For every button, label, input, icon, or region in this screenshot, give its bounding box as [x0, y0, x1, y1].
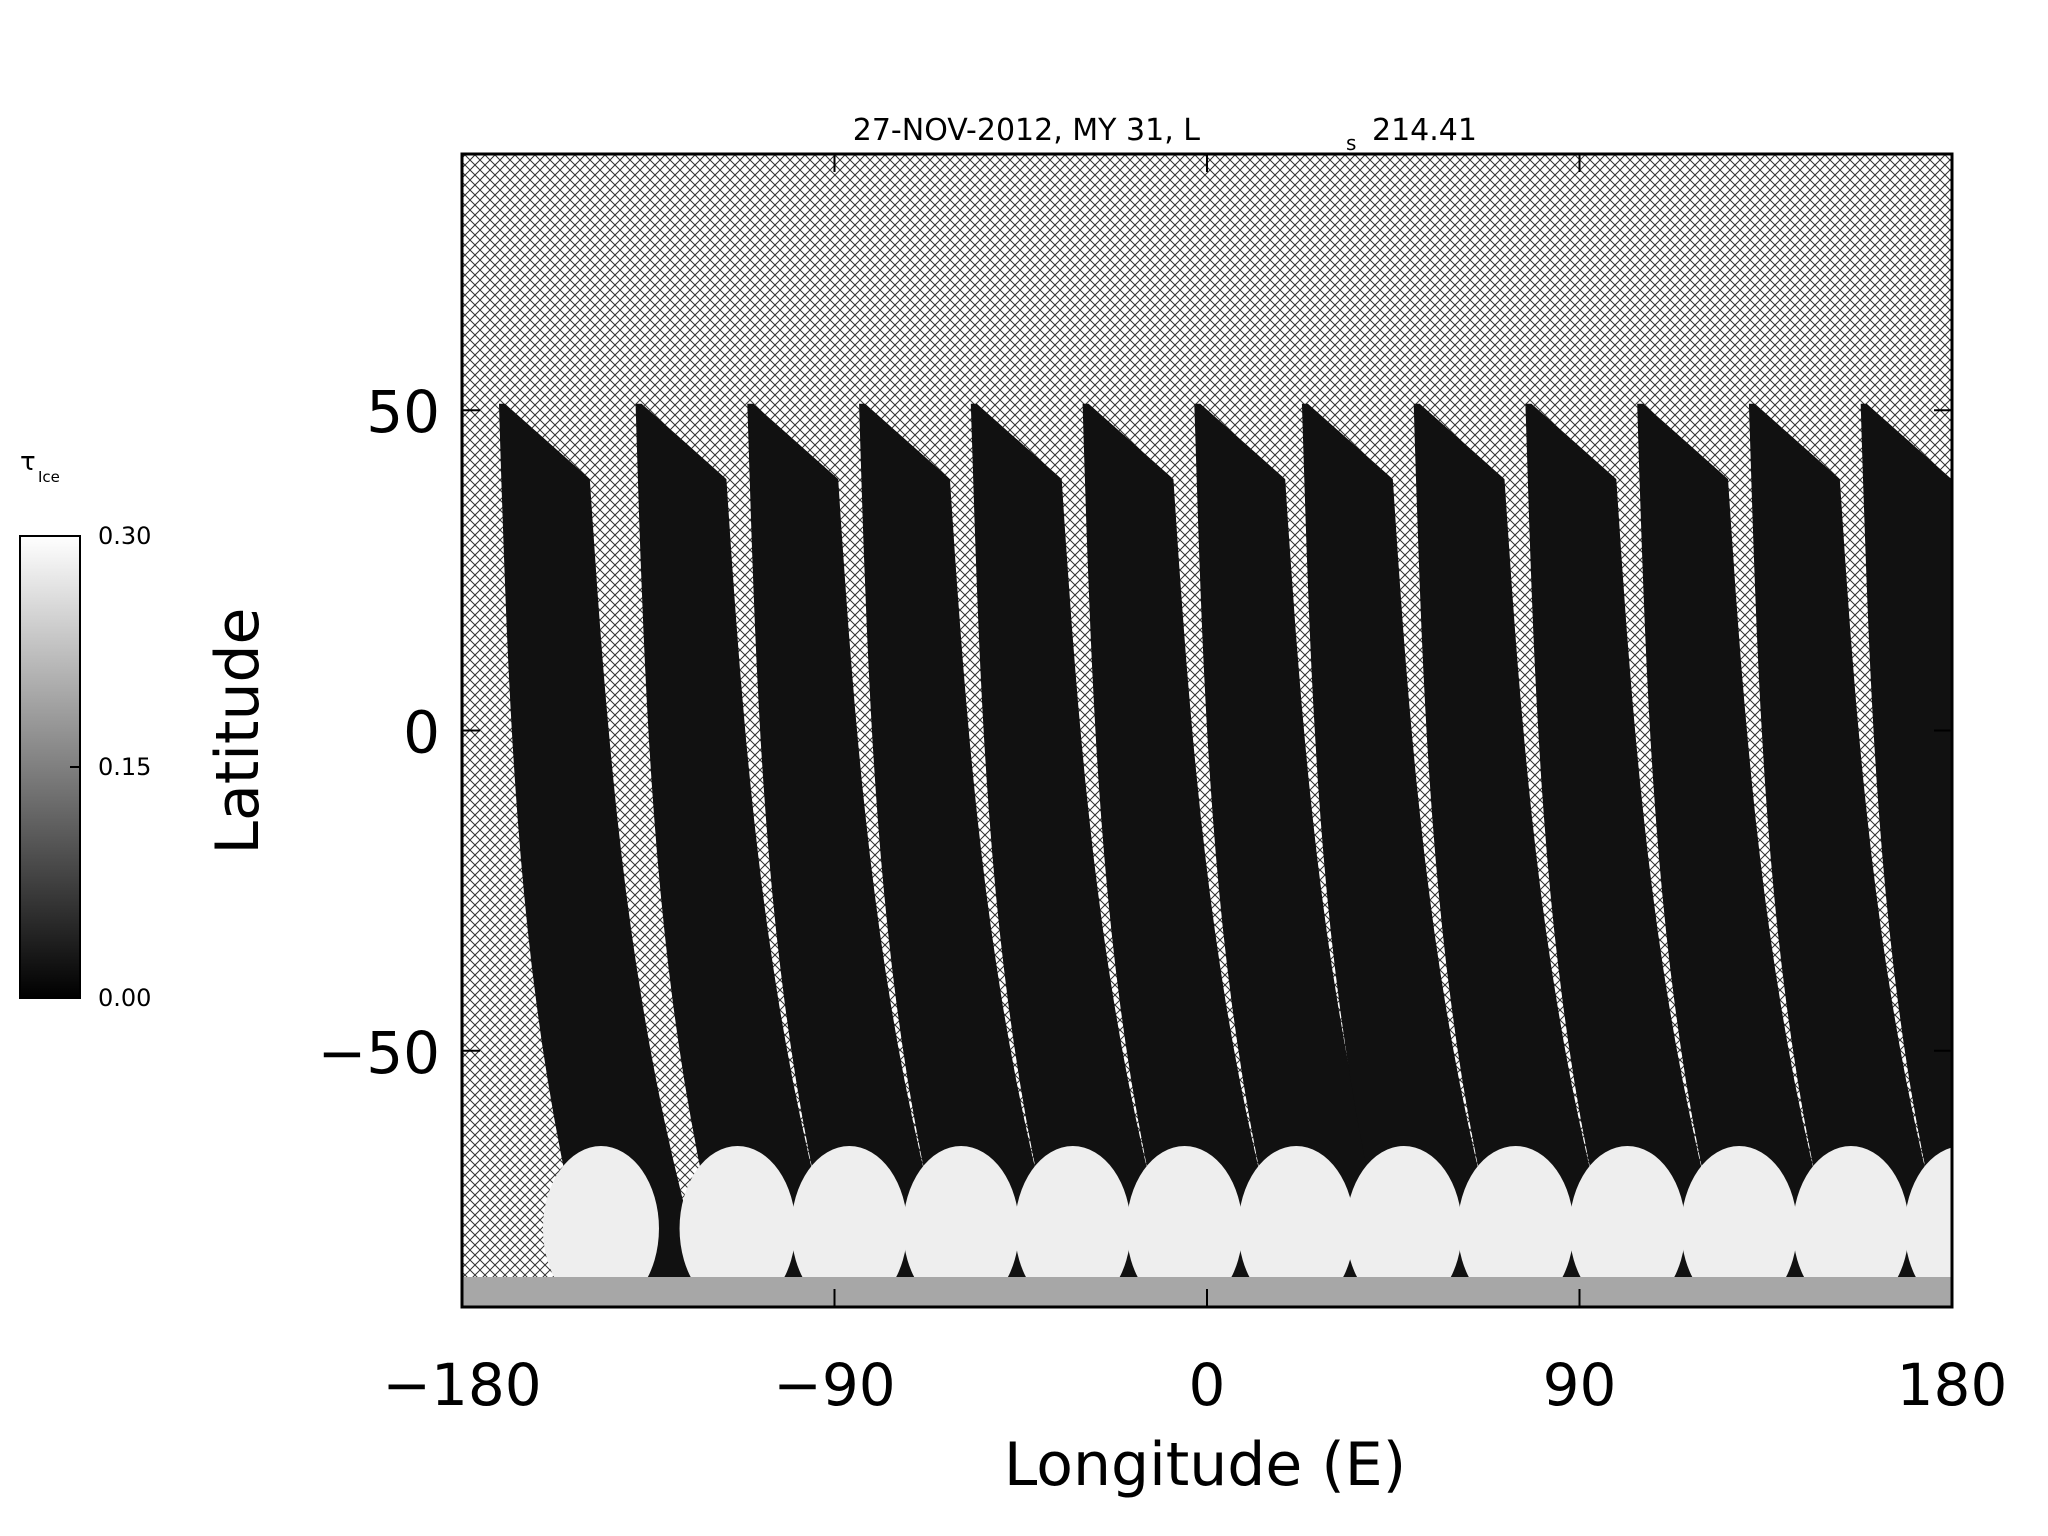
polar-hood-patch-12	[1792, 1146, 1909, 1307]
swath-8	[1301, 403, 1516, 1307]
polar-hood-patch-13	[1904, 1147, 1952, 1307]
y-tick-label: 50	[366, 378, 440, 446]
swath-1	[499, 403, 713, 1307]
swath-4	[859, 403, 1074, 1307]
polar-hood-patch-10	[1569, 1146, 1686, 1307]
colorbar-tick-label: 0.00	[98, 984, 151, 1012]
polar-hood-patch-6	[1126, 1146, 1243, 1307]
y-axis-label: Latitude	[203, 608, 273, 855]
swath-7	[1194, 403, 1409, 1307]
swath-2	[635, 403, 850, 1307]
y-tick-label: 0	[403, 699, 440, 767]
x-tick-label: 180	[1897, 1351, 2008, 1419]
polar-hood-patch-3	[791, 1146, 908, 1307]
x-tick-label: 90	[1543, 1351, 1617, 1419]
colorbar-tick-label: 0.15	[98, 753, 151, 781]
swath-layer	[499, 403, 1952, 1307]
x-axis-label: Longitude (E)	[1004, 1430, 1406, 1500]
swath-13	[1860, 403, 1952, 1283]
colorbar-label-symbol: τ	[20, 447, 36, 477]
colorbar-tick-label: 0.30	[98, 522, 151, 550]
polar-hood-patch-4	[903, 1146, 1020, 1307]
x-tick-label: −90	[773, 1351, 895, 1419]
swath-10	[1525, 403, 1740, 1307]
swath-11	[1637, 403, 1852, 1307]
x-tick-label: 0	[1189, 1351, 1226, 1419]
swath-6	[1082, 403, 1297, 1307]
colorbar-label-subscript: Ice	[38, 468, 60, 486]
chart-title-subscript: s	[1346, 131, 1356, 155]
polar-hood-patch-1	[542, 1146, 659, 1307]
polar-hood-patch-5	[1014, 1146, 1131, 1307]
polar-hood-patch-8	[1345, 1146, 1462, 1307]
polar-hood-patch-7	[1238, 1146, 1355, 1307]
swath-5	[970, 403, 1185, 1307]
swath-9	[1413, 403, 1628, 1307]
swath-12	[1748, 403, 1952, 1307]
y-tick-label: −50	[318, 1019, 440, 1087]
colorbar-ticks: 0.30 0.15 0.00	[70, 522, 151, 1012]
polar-hood-patch-11	[1681, 1146, 1798, 1307]
axis-ticks: −180 −90 0 90 180 −50 0 50	[318, 154, 2008, 1419]
polar-hood-patch-9	[1457, 1146, 1574, 1307]
chart-title-value: 214.41	[1372, 113, 1477, 148]
polar-hood-patch-2	[679, 1146, 796, 1307]
polar-hood-layer	[462, 1146, 1952, 1307]
swath-3	[747, 403, 962, 1307]
x-tick-label: −180	[382, 1351, 541, 1419]
chart-title: 27-NOV-2012, MY 31, L	[853, 113, 1201, 148]
